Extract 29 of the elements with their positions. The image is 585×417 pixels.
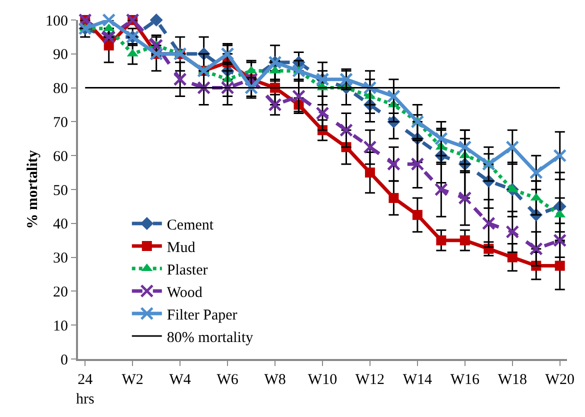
y-tick-label: 80 xyxy=(53,81,68,98)
y-tick-label: 40 xyxy=(53,216,68,233)
legend-label: Filter Paper xyxy=(166,307,238,324)
x-tick-label: W18 xyxy=(498,372,527,388)
y-tick-label: 30 xyxy=(53,250,68,267)
legend-label: Mud xyxy=(166,240,196,256)
y-tick-label: 70 xyxy=(53,114,68,131)
x-tick-label: W10 xyxy=(308,372,338,388)
x-tick-label: 24 hrs xyxy=(76,372,94,408)
x-tick-label: W2 xyxy=(122,372,144,388)
y-tick-label: 0 xyxy=(60,352,68,368)
legend-label: Cement xyxy=(166,217,214,234)
legend-label: 80% mortality xyxy=(166,330,254,346)
x-tick-label: W6 xyxy=(216,372,239,388)
x-tick-label: W20 xyxy=(545,372,574,388)
y-tick-label: 10 xyxy=(53,318,68,334)
x-tick-label: W12 xyxy=(355,372,385,388)
y-tick-label: 90 xyxy=(53,47,68,64)
x-tick-label: W8 xyxy=(264,372,286,388)
x-tick-label: W16 xyxy=(450,372,480,388)
legend-label: Wood xyxy=(166,284,203,301)
legend-label: Plaster xyxy=(166,262,208,278)
y-tick-label: 20 xyxy=(53,284,68,300)
y-tick-label: 100 xyxy=(46,13,68,30)
y-axis-title: % mortality xyxy=(25,150,41,229)
x-tick-label: W14 xyxy=(402,372,433,388)
y-tick-label: 50 xyxy=(53,182,68,199)
x-tick-label: W4 xyxy=(169,372,192,388)
y-tick-label: 60 xyxy=(53,148,68,165)
